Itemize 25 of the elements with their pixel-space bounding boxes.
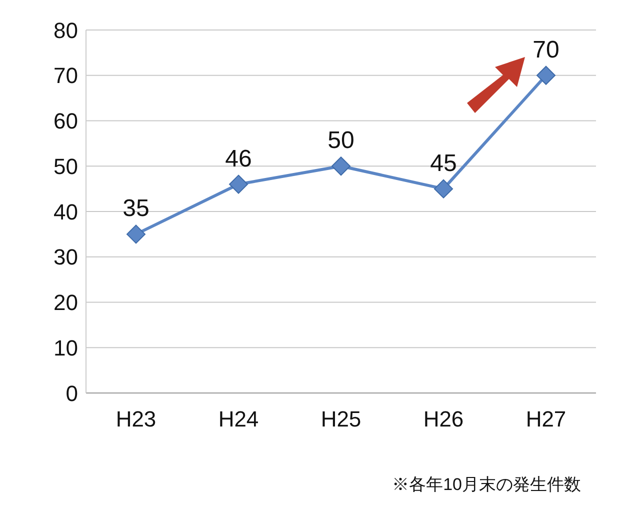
point [332,156,350,176]
y-tick-label: 80 [54,18,78,43]
data-label: 35 [122,195,150,222]
x-tick-label: H23 [116,406,156,432]
x-tick-label: H26 [423,406,464,432]
y-tick-label: 60 [54,108,78,134]
text: ※各年10月末の発生件数 [392,474,581,496]
point [126,224,146,244]
data-label: 46 [225,145,252,172]
data-label: 45 [430,150,457,177]
y-tick-label: 30 [54,244,78,270]
x-tick-label: H24 [218,406,259,432]
point [434,179,453,198]
x-tick-label: H25 [320,406,362,432]
y-tick-label: 50 [54,154,78,179]
x-tick-label: H27 [526,406,566,432]
y-tick-label: 40 [54,199,78,224]
point [536,66,556,85]
data-label: 70 [532,36,560,64]
y-tick-label: 10 [54,335,78,360]
data-label: 50 [328,127,354,154]
y-tick-label: 70 [54,63,78,88]
y-tick-label: 0 [66,380,78,406]
point [229,174,248,194]
y-tick-label: 20 [54,290,78,316]
